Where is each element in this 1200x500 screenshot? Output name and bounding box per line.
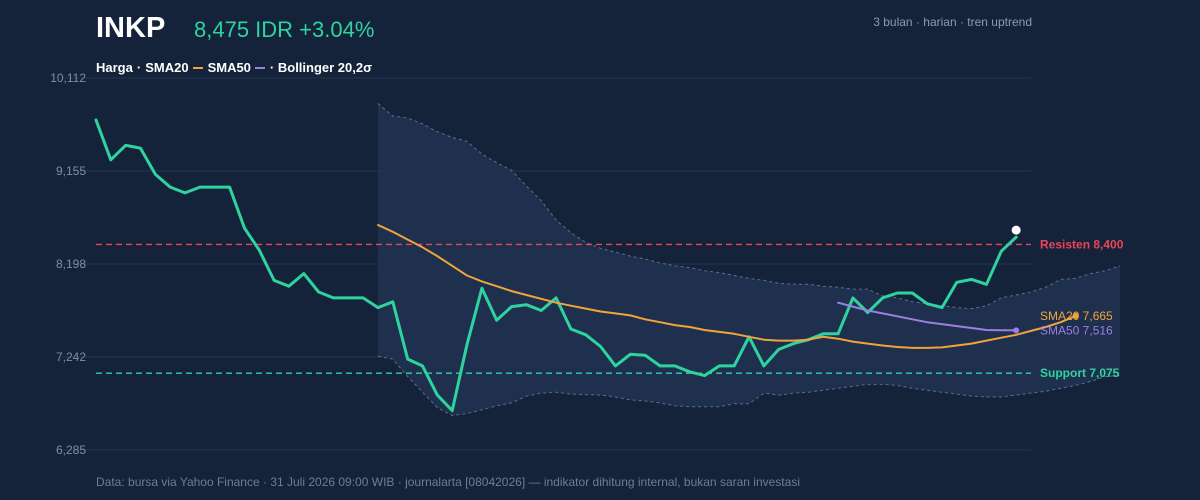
- period-note: 3 bulan · harian · tren uptrend: [873, 15, 1032, 29]
- series-line-harga: [94, 118, 1018, 413]
- legend-sma20: SMA20: [145, 60, 189, 75]
- y-tick-label: 6,285: [56, 443, 86, 457]
- y-tick-label: 8,198: [56, 257, 86, 271]
- legend-price: Harga: [96, 60, 133, 75]
- level-lines: [96, 243, 1031, 374]
- support-label: Support 7,075: [1040, 366, 1120, 380]
- y-tick-label: 9,155: [56, 164, 86, 178]
- series-lines: [94, 118, 1079, 413]
- end-marker-sma20: [1072, 312, 1079, 319]
- end-labels: Resisten 8,400 Support 7,075 SMA20 7,665SM…: [1040, 237, 1124, 380]
- end-label-sma20: SMA20 7,665: [1040, 309, 1113, 323]
- legend-bollinger: · Bollinger 20,2σ: [269, 60, 373, 75]
- y-tick-label: 10,112: [50, 71, 86, 85]
- price-quote: 8,475 IDR +3.04%: [194, 17, 375, 42]
- series-line-sma50: [837, 301, 1018, 332]
- last-price-marker: [1011, 225, 1021, 235]
- legend-separator: ·: [136, 60, 142, 75]
- y-tick-label: 7,242: [56, 350, 86, 364]
- end-marker-sma50: [1013, 327, 1020, 334]
- legend-sma20-swatch: [192, 66, 203, 69]
- resistance-label: Resisten 8,400: [1040, 237, 1124, 251]
- series-line-sma20: [377, 224, 1077, 349]
- end-label-sma50: SMA50 7,516: [1040, 323, 1113, 337]
- bollinger-band: [377, 103, 1121, 417]
- legend-sma50-swatch: [254, 66, 265, 69]
- chart-legend: Harga · SMA20 SMA50 · Bollinger 20,2σ: [96, 60, 372, 75]
- ticker-symbol: INKP: [96, 12, 166, 44]
- footer-note: Data: bursa via Yahoo Finance · 31 Juli …: [96, 475, 800, 489]
- legend-sma50: SMA50: [207, 60, 251, 75]
- bollinger-upper: [377, 103, 1121, 310]
- bollinger-fill: [378, 103, 1120, 416]
